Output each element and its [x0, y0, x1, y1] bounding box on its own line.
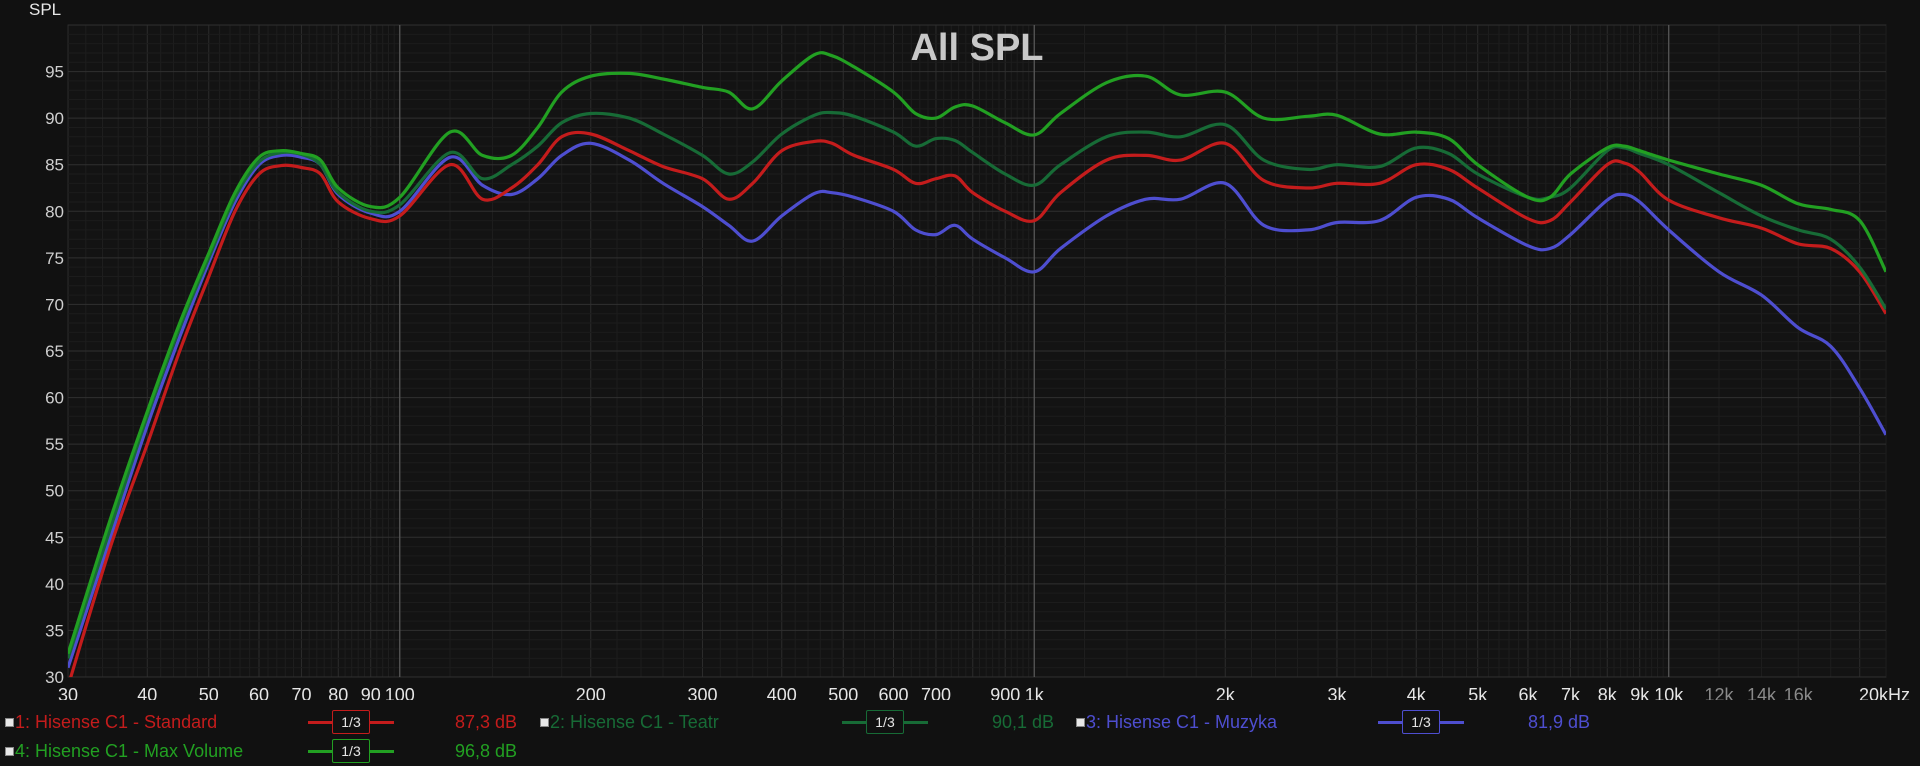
x-tick-label: 600 [878, 685, 908, 700]
legend-label: 2: Hisense C1 - Teatr [550, 712, 719, 732]
y-tick-label: 95 [45, 63, 64, 82]
smoothing-label: 1/3 [866, 710, 904, 734]
x-tick-label: 100 [385, 685, 415, 700]
x-tick-label: 500 [828, 685, 858, 700]
legend: 1: Hisense C1 - Standard 1/3 87,3 dB 2: … [0, 700, 1920, 766]
y-tick-label: 75 [45, 249, 64, 268]
y-tick-label: 85 [45, 156, 64, 175]
x-tick-label: 20kHz [1859, 685, 1910, 700]
smoothing-indicator[interactable]: 1/3 [308, 739, 394, 763]
legend-checkbox[interactable] [5, 747, 14, 756]
x-tick-label: 70 [291, 685, 311, 700]
series-line [69, 130, 1886, 677]
x-tick-label: 7k [1561, 685, 1581, 700]
legend-value: 81,9 dB [1528, 712, 1591, 732]
smoothing-label: 1/3 [332, 710, 370, 734]
legend-label: 4: Hisense C1 - Max Volume [15, 741, 244, 761]
x-tick-label: 8k [1598, 685, 1618, 700]
x-tick-label: 1k [1025, 685, 1045, 700]
x-tick-label: 12k [1704, 685, 1734, 700]
y-tick-label: 70 [45, 295, 64, 314]
x-tick-label: 200 [576, 685, 606, 700]
smoothing-indicator[interactable]: 1/3 [1378, 710, 1464, 734]
x-tick-label: 900 [990, 685, 1020, 700]
y-tick-label: 50 [45, 482, 64, 501]
y-tick-label: 60 [45, 389, 64, 408]
legend-checkbox[interactable] [5, 718, 14, 727]
x-tick-label: 5k [1468, 685, 1488, 700]
chart: 30 35 40 45 50 55 60 65 70 75 80 85 90 95 30 40 50 60 70 8… [29, 0, 1910, 700]
legend-item-max-volume[interactable]: 4: Hisense C1 - Max Volume 1/3 96,8 dB [5, 739, 535, 763]
x-tick-label: 90 [361, 685, 381, 700]
x-tick-label: 400 [767, 685, 797, 700]
x-tick-label: 60 [249, 685, 269, 700]
legend-checkbox[interactable] [540, 718, 549, 727]
x-tick-label: 2k [1216, 685, 1236, 700]
x-tick-label: 40 [137, 685, 157, 700]
y-tick-label: 45 [45, 528, 64, 547]
y-tick-label: 30 [45, 668, 64, 687]
y-axis-label: SPL [29, 0, 61, 19]
y-tick-label: 65 [45, 342, 64, 361]
legend-value: 96,8 dB [455, 741, 518, 761]
x-tick-label: 9k [1630, 685, 1650, 700]
x-tick-label: 300 [687, 685, 717, 700]
x-tick-label: 50 [199, 685, 219, 700]
x-tick-label: 700 [921, 685, 951, 700]
x-tick-label: 6k [1518, 685, 1538, 700]
legend-item-teatr[interactable]: 2: Hisense C1 - Teatr 1/3 90,1 dB [540, 710, 1070, 734]
smoothing-label: 1/3 [1402, 710, 1440, 734]
y-tick-label: 40 [45, 575, 64, 594]
legend-item-standard[interactable]: 1: Hisense C1 - Standard 1/3 87,3 dB [5, 710, 535, 734]
y-tick-label: 35 [45, 621, 64, 640]
legend-value: 87,3 dB [455, 712, 518, 732]
legend-item-muzyka[interactable]: 3: Hisense C1 - Muzyka 1/3 81,9 dB [1076, 710, 1606, 734]
smoothing-label: 1/3 [332, 739, 370, 763]
smoothing-indicator[interactable]: 1/3 [842, 710, 928, 734]
y-tick-label: 90 [45, 109, 64, 128]
smoothing-indicator[interactable]: 1/3 [308, 710, 394, 734]
legend-checkbox[interactable] [1076, 718, 1085, 727]
legend-value: 90,1 dB [992, 712, 1055, 732]
series-line [68, 51, 1886, 655]
x-tick-label: 4k [1407, 685, 1427, 700]
y-tick-label: 80 [45, 202, 64, 221]
x-tick-label: 80 [328, 685, 348, 700]
legend-label: 3: Hisense C1 - Muzyka [1086, 712, 1278, 732]
x-tick-label: 3k [1327, 685, 1347, 700]
x-tick-label: 10k [1654, 685, 1684, 700]
x-tick-label: 14k [1747, 685, 1777, 700]
y-tick-label: 55 [45, 435, 64, 454]
x-tick-label: 16k [1784, 685, 1814, 700]
chart-title: All SPL [910, 27, 1043, 69]
legend-label: 1: Hisense C1 - Standard [15, 712, 218, 732]
x-tick-label: 30 [58, 685, 78, 700]
series-line [68, 110, 1886, 659]
